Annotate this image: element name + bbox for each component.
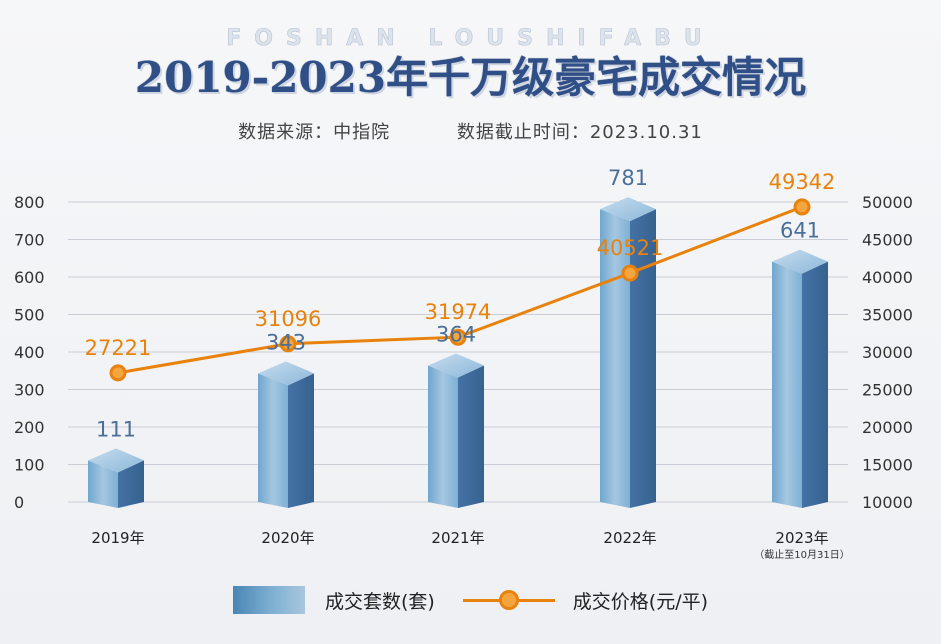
line-series xyxy=(109,198,811,382)
x-tick-label: 2019年 xyxy=(91,529,144,547)
y-right-tick-label: 50000 xyxy=(862,193,913,212)
y-right-tick-label: 35000 xyxy=(862,306,913,325)
bar-top-face xyxy=(428,353,484,378)
bar-2022年 xyxy=(600,197,656,508)
data-source: 数据来源：中指院 xyxy=(238,122,391,143)
bar-2023年 xyxy=(772,249,828,508)
y-axis-left: 0 100 200 300 400 500 600 700 800 xyxy=(14,193,45,512)
x-axis: 2019年 2020年 2021年 2022年 2023年（截止至10月31日） xyxy=(91,529,849,561)
y-left-tick-label: 100 xyxy=(14,456,45,475)
bar-top-face xyxy=(258,361,314,386)
bar-top-face xyxy=(772,249,828,274)
chart-title: 2019-2023年千万级豪宅成交情况 xyxy=(134,53,807,102)
legend-label-bar: 成交套数(套) xyxy=(324,590,435,613)
watermark-text: FOSHAN LOUSHIFABU xyxy=(226,26,715,52)
bar-front-face xyxy=(88,460,118,508)
bar-value-label: 641 xyxy=(780,219,820,243)
y-right-tick-label: 40000 xyxy=(862,268,913,287)
legend-item-line: 成交价格(元/平) xyxy=(462,586,709,614)
price-value-label: 31974 xyxy=(425,300,492,324)
legend-swatch-bar xyxy=(232,586,305,614)
x-tick-label: 2023年 xyxy=(775,529,828,547)
y-axis-right: 10000 15000 20000 25000 30000 35000 40000 45000… xyxy=(862,193,913,512)
price-line xyxy=(117,205,803,375)
y-right-tick-label: 10000 xyxy=(862,493,913,512)
x-tick-label: 2022年 xyxy=(603,529,656,547)
y-left-tick-label: 600 xyxy=(14,268,45,287)
bar-side-face xyxy=(288,373,314,508)
y-right-tick-label: 25000 xyxy=(862,381,913,400)
bar-top-face xyxy=(88,448,144,473)
y-left-tick-label: 500 xyxy=(14,306,45,325)
y-right-tick-label: 20000 xyxy=(862,418,913,437)
bar-side-face xyxy=(630,209,656,508)
bar-value-label: 343 xyxy=(266,330,306,354)
bar-2020年 xyxy=(258,361,314,508)
bar-value-label: 364 xyxy=(436,323,476,347)
bar-front-face xyxy=(428,365,458,508)
x-tick-label: 2021年 xyxy=(431,529,484,547)
bar-front-face xyxy=(600,209,630,508)
bar-side-face xyxy=(458,365,484,508)
legend: 成交套数(套) 成交价格(元/平) xyxy=(0,586,941,614)
y-right-tick-label: 45000 xyxy=(862,231,913,250)
y-left-tick-label: 0 xyxy=(14,493,24,512)
price-value-label: 27221 xyxy=(85,336,152,360)
x-tick-note: （截止至10月31日） xyxy=(754,548,849,561)
price-value-label: 40521 xyxy=(597,236,664,260)
bar-value-label: 781 xyxy=(608,166,648,190)
price-point xyxy=(793,198,811,216)
y-left-tick-label: 800 xyxy=(14,193,45,212)
bar-front-face xyxy=(258,373,288,508)
y-right-tick-label: 30000 xyxy=(862,343,913,362)
legend-swatch-line xyxy=(462,586,555,614)
bar-top-face xyxy=(600,197,656,222)
bar-side-face xyxy=(118,460,144,508)
price-point xyxy=(449,328,467,346)
data-cutoff: 数据截止时间：2023.10.31 xyxy=(456,122,703,143)
price-point xyxy=(621,264,639,282)
price-point xyxy=(109,364,127,382)
bar-front-face xyxy=(772,261,802,508)
y-right-tick-label: 15000 xyxy=(862,456,913,475)
price-value-label: 49342 xyxy=(769,170,836,194)
bar-2019年 xyxy=(88,448,144,508)
bar-value-label: 111 xyxy=(96,417,136,441)
legend-label-line: 成交价格(元/平) xyxy=(572,590,709,613)
y-left-tick-label: 200 xyxy=(14,418,45,437)
x-tick-label: 2020年 xyxy=(261,529,314,547)
y-left-tick-label: 700 xyxy=(14,231,45,250)
data-labels: 111 343 364 781 641 27221 31096 31974 40521 49342 xyxy=(85,166,836,441)
bar-side-face xyxy=(802,261,828,508)
price-point xyxy=(279,335,297,353)
bar-series xyxy=(88,197,828,508)
bar-2021年 xyxy=(428,353,484,508)
chart-subtitle: 数据来源：中指院 数据截止时间：2023.10.31 xyxy=(0,118,941,144)
legend-item-bar: 成交套数(套) xyxy=(232,586,435,614)
y-left-tick-label: 300 xyxy=(14,381,45,400)
price-value-label: 31096 xyxy=(255,307,322,331)
y-left-tick-label: 400 xyxy=(14,343,45,362)
